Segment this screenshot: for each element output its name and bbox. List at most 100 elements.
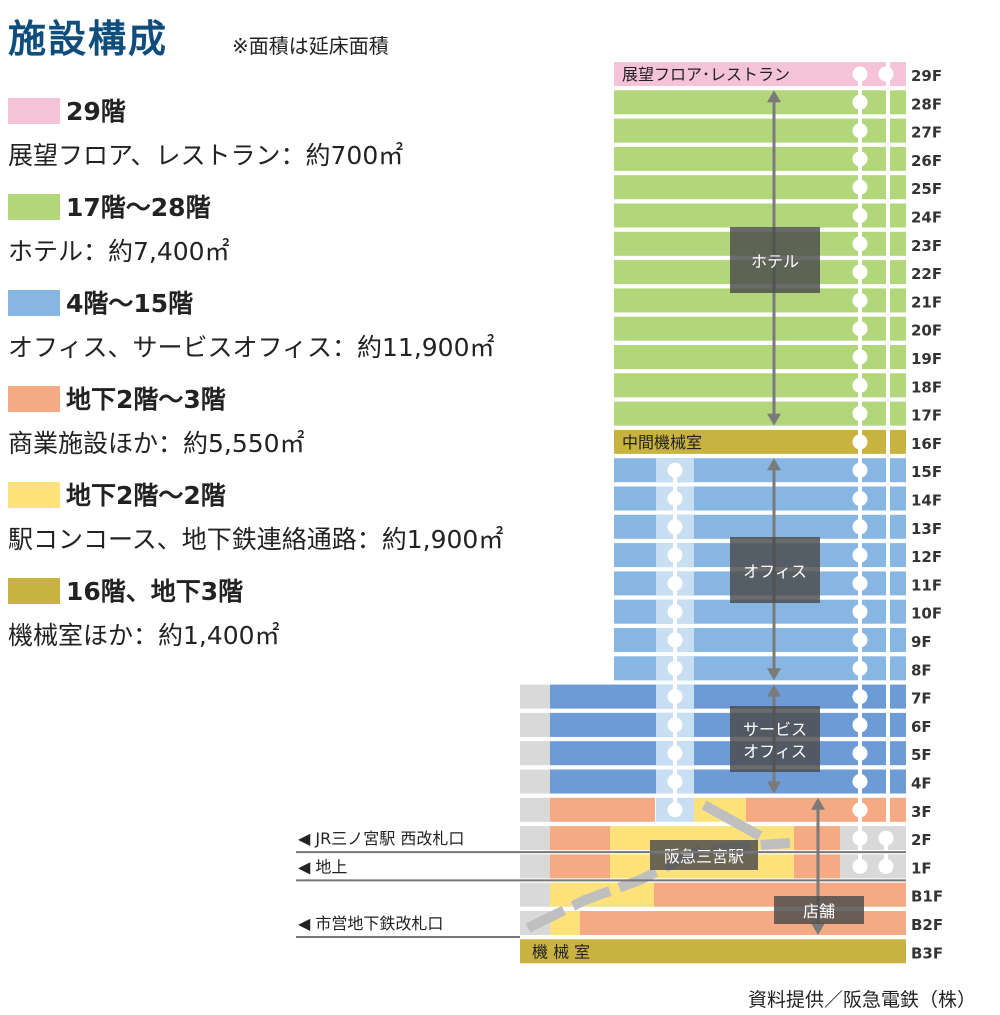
elevator-stop (852, 208, 868, 223)
elevator-stop (667, 575, 683, 591)
elevator-stop (852, 462, 868, 478)
area-note: ※面積は延床面積 (232, 34, 389, 58)
floor-label-12f: 12F (911, 548, 942, 566)
floor-band-service-office (550, 684, 886, 709)
observation-floor-label: 展望フロア･レストラン (622, 65, 790, 84)
floor-band-office (614, 628, 886, 652)
floor-band-side (890, 146, 906, 171)
legend-heading: 17階〜28階 (66, 193, 211, 222)
floor-label-9f: 9F (911, 633, 932, 651)
floor-label-19f: 19F (911, 350, 942, 368)
legend-description: 展望フロア、レストラン：約700㎡ (8, 141, 404, 170)
credit: 資料提供／阪急電鉄（株） (747, 989, 976, 1011)
podium-gray-block (520, 769, 550, 794)
legend-heading: 29階 (66, 97, 126, 126)
floor-label-2f: 2F (911, 831, 932, 849)
floor-band-office (614, 486, 886, 511)
legend-heading: 16階、地下3階 (66, 577, 244, 606)
hotel-range-arrow-head (767, 90, 781, 103)
service-office-label-box (730, 706, 820, 772)
legend-description: ホテル：約7,400㎡ (8, 237, 230, 266)
floor-band-service-office (550, 712, 886, 737)
floor-band-hotel (614, 316, 886, 341)
floor-band-side (890, 260, 906, 285)
b3-mechanical-room-label: 機 械 室 (532, 942, 590, 961)
floor-label-b2f: B2F (911, 916, 943, 934)
floor-band-side (890, 684, 906, 709)
floor-band-side (890, 62, 906, 86)
elevator-stop (852, 604, 868, 620)
legend-swatch (8, 98, 60, 124)
shop-range-arrow-head (811, 923, 825, 935)
floor-label-15f: 15F (911, 463, 942, 481)
legend-item-observation: 29階 展望フロア、レストラン：約700㎡ (8, 92, 568, 188)
podium-gray-block (520, 741, 550, 766)
floor-band-side (890, 486, 906, 511)
subway-exit-label: ◀ 市営地下鉄改札口 (298, 914, 443, 933)
legend: 29階 展望フロア、レストラン：約700㎡ 17階〜28階 ホテル：約7,400… (8, 92, 568, 668)
floor-label-17f: 17F (911, 407, 942, 425)
legend-swatch (8, 290, 60, 316)
elevator-stop (852, 292, 868, 308)
floor-band-side (890, 316, 906, 341)
floor-band-service-office (550, 769, 886, 794)
floor-band-hotel (614, 90, 886, 115)
elevator-stop (667, 604, 683, 620)
elevator-stop (852, 321, 868, 337)
floor-band-hotel (614, 401, 886, 426)
shop-range-arrow-head (811, 797, 825, 810)
station-label-box-label: 阪急三宮駅 (664, 847, 744, 866)
elevator-stop (852, 406, 868, 422)
floor-band-commercial (550, 854, 610, 879)
floor-band-hotel (614, 175, 886, 200)
legend-description: 商業施設ほか：約5,550㎡ (8, 429, 305, 458)
podium-gray-block (520, 826, 550, 851)
hotel-label-box (730, 227, 820, 293)
ground-exit-label: ◀ 地上 (298, 857, 347, 876)
floor-label-3f: 3F (911, 803, 932, 821)
legend-swatch (8, 386, 60, 412)
floor-band-side (890, 769, 906, 794)
floor-label-24f: 24F (911, 209, 942, 227)
office-label-box-label: オフィス (743, 562, 807, 581)
legend-swatch (8, 578, 60, 604)
legend-item-concourse: 地下2階〜2階 駅コンコース、地下鉄連絡通路：約1,900㎡ (8, 476, 568, 572)
floor-label-10f: 10F (911, 605, 942, 623)
floor-band-office (614, 599, 886, 624)
floor-label-b1f: B1F (911, 888, 943, 906)
floor-band-hotel (614, 118, 886, 143)
shop-label-box-label: 店舗 (803, 902, 835, 921)
floor-band-side (890, 599, 906, 624)
floor-band-b3f-mech (520, 939, 906, 964)
floor-band-side (890, 90, 906, 115)
elevator-stop (852, 575, 868, 591)
floor-band-side (890, 712, 906, 737)
elevator-stop (852, 745, 868, 761)
floor-label-23f: 23F (911, 237, 942, 255)
elevator-stop (852, 774, 868, 789)
floor-band-office (614, 656, 886, 681)
floor-label-25f: 25F (911, 180, 942, 198)
floor-band-side (890, 571, 906, 596)
floor-label-b3f: B3F (911, 944, 943, 962)
elevator-stop (852, 123, 868, 139)
floor-band-hotel (614, 203, 886, 228)
floor-band-side (890, 741, 906, 766)
elevator-stop (667, 774, 683, 789)
elevator-stop (667, 660, 683, 676)
service-office-label-box-label: サービス (743, 720, 807, 739)
podium-gray-block (520, 797, 550, 822)
floor-label-29f: 29F (911, 67, 942, 85)
elevator-stop (878, 66, 894, 82)
escalator-line (701, 800, 763, 841)
service-office-label-box-label: オフィス (743, 742, 807, 761)
elevator-stop (852, 151, 868, 167)
elevator-stop (667, 462, 683, 478)
elevator-stop (852, 94, 868, 110)
elevator-stop (852, 264, 868, 280)
elevator-stop (852, 66, 868, 82)
floor-label-22f: 22F (911, 265, 942, 283)
podium-gray-block (840, 854, 906, 879)
elevator-stop (852, 547, 868, 563)
